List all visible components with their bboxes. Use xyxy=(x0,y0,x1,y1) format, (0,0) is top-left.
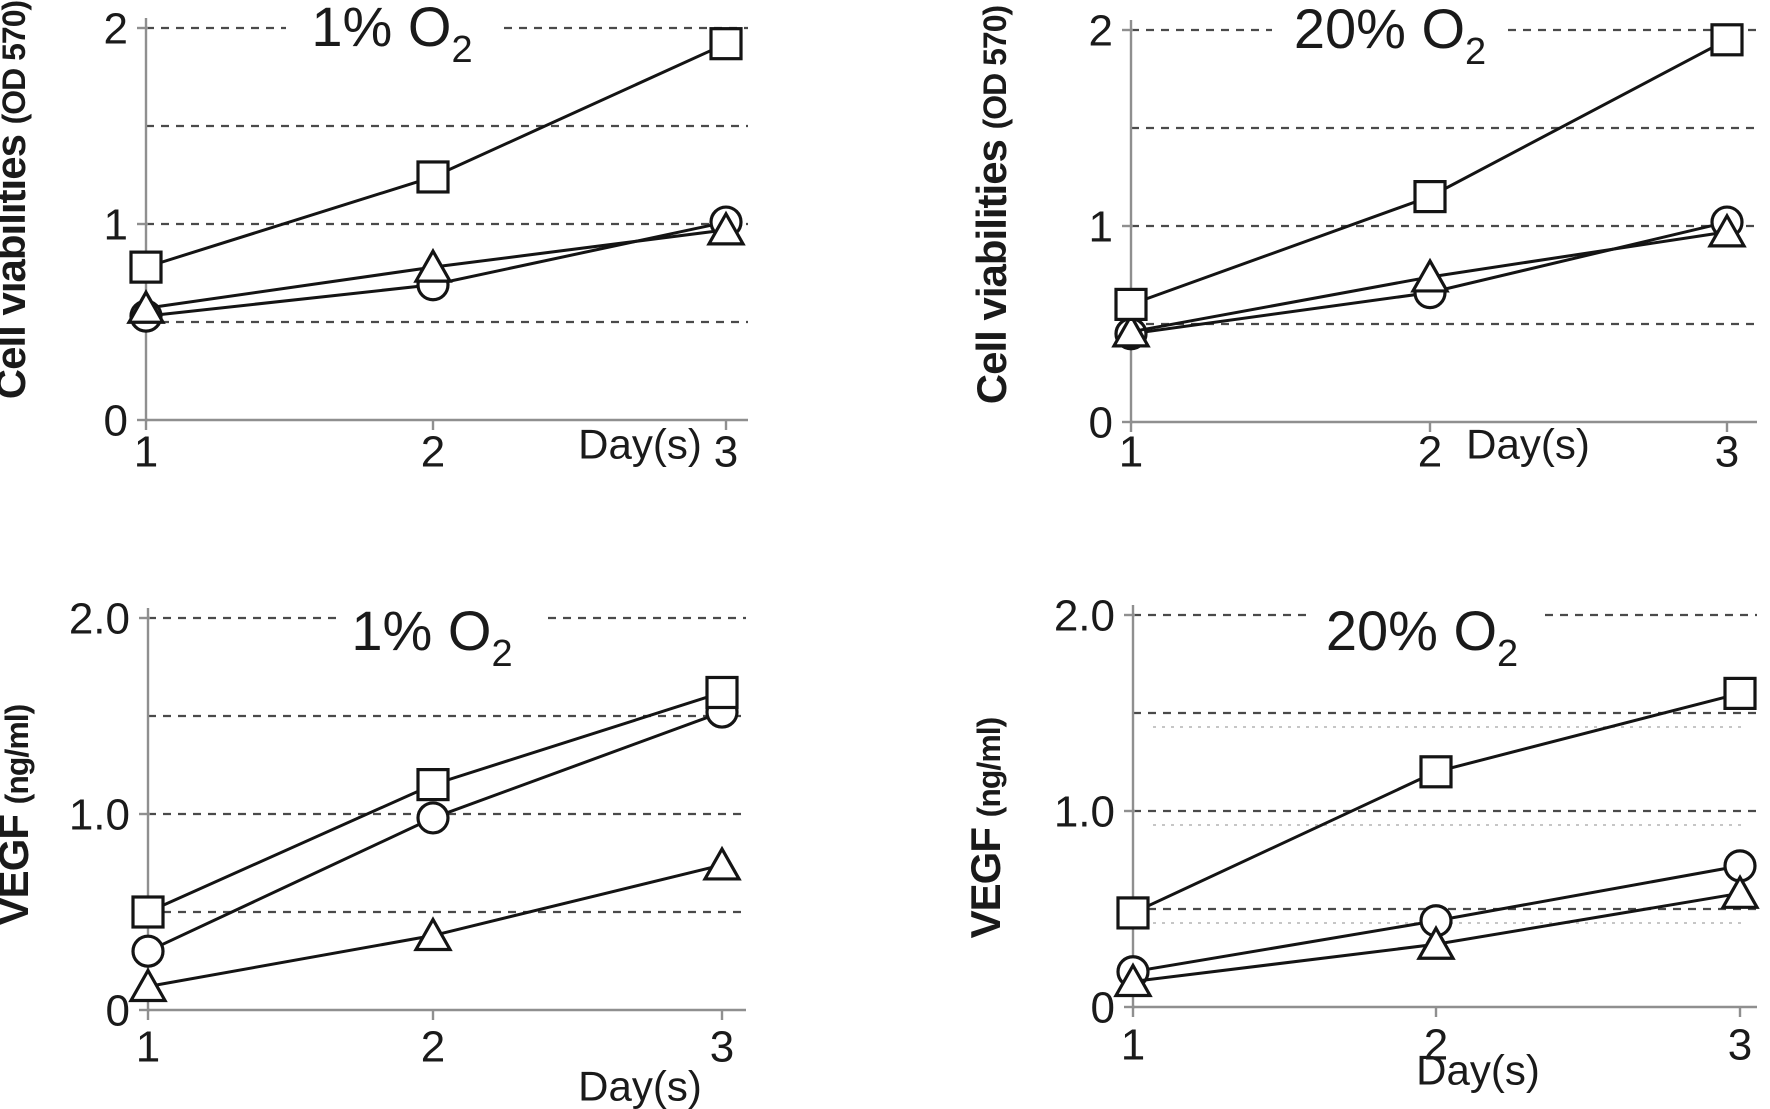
triangle-marker xyxy=(1416,925,1456,960)
square-marker xyxy=(1710,23,1744,57)
square-marker xyxy=(1114,287,1148,321)
x-tick-label: 1 xyxy=(136,1022,160,1071)
square-series-line xyxy=(145,42,727,269)
triangle-marker xyxy=(413,247,453,283)
x-tick-label: 2 xyxy=(1424,1020,1448,1069)
triangle-marker xyxy=(1720,874,1760,909)
x-tick-label: 3 xyxy=(714,427,738,476)
triangle-marker xyxy=(1113,962,1153,998)
x-tick-label: 3 xyxy=(1715,427,1739,476)
square-marker xyxy=(1419,755,1453,789)
y-tick-label: 0 xyxy=(1091,983,1115,1032)
x-tick-label: 3 xyxy=(710,1022,734,1071)
triangle-marker xyxy=(413,916,453,952)
y-tick-label: 0 xyxy=(104,396,128,445)
chart-title: 20% O2 xyxy=(1294,0,1486,73)
x-tick-label: 1 xyxy=(1121,1020,1145,1069)
x-axis-label: Day(s) xyxy=(578,1063,702,1109)
y-axis-label: VEGF (ng/ml) xyxy=(0,704,37,925)
square-marker xyxy=(129,250,163,284)
y-tick-label: 1.0 xyxy=(69,790,130,839)
triangle-marker xyxy=(128,967,168,1003)
square-marker xyxy=(705,675,739,710)
x-tick-label: 2 xyxy=(421,427,445,476)
square-marker xyxy=(416,767,450,802)
x-tick-label: 1 xyxy=(134,427,158,476)
y-tick-label: 2 xyxy=(104,4,128,53)
triangle-marker xyxy=(126,289,166,324)
chart-title: 20% O2 xyxy=(1326,599,1518,675)
chart-title: 1% O2 xyxy=(311,0,472,71)
triangle-marker xyxy=(706,210,746,246)
y-tick-label: 2.0 xyxy=(69,594,130,643)
x-tick-label: 2 xyxy=(421,1022,445,1071)
y-axis-label: Cell viabilities (OD 570) xyxy=(0,0,34,399)
chart-title: 1% O2 xyxy=(351,599,512,675)
square-marker xyxy=(131,895,165,929)
square-marker xyxy=(1116,896,1150,930)
triangle-marker xyxy=(1707,212,1747,248)
y-tick-label: 1 xyxy=(1089,202,1113,251)
x-axis-label: Day(s) xyxy=(1466,421,1590,468)
y-tick-label: 0 xyxy=(106,986,130,1035)
x-axis-label: Day(s) xyxy=(578,421,702,468)
chart-bottom-right: 2.0 1.0 01 2 3 Day(s) VEGF (ng/ml) 20% O2 xyxy=(962,591,1760,1094)
y-tick-label: 2 xyxy=(1089,6,1113,55)
circle-marker xyxy=(131,934,165,968)
square-marker xyxy=(1413,180,1447,214)
triangle-marker xyxy=(1410,257,1450,293)
triangle-marker xyxy=(702,845,742,881)
triangle-marker xyxy=(1111,312,1151,348)
y-tick-label: 1.0 xyxy=(1054,787,1115,836)
y-tick-label: 2.0 xyxy=(1054,591,1115,640)
x-tick-label: 3 xyxy=(1728,1020,1752,1069)
y-tick-label: 0 xyxy=(1089,398,1113,447)
x-tick-label: 1 xyxy=(1119,427,1143,476)
y-axis-label: Cell viabilities (OD 570) xyxy=(968,5,1015,404)
circle-marker xyxy=(416,801,450,835)
x-tick-label: 2 xyxy=(1418,427,1442,476)
y-tick-label: 1 xyxy=(104,200,128,249)
y-axis-label: VEGF (ng/ml) xyxy=(962,717,1009,938)
x-axis-label: Day(s) xyxy=(1416,1047,1540,1094)
square-marker xyxy=(709,27,743,61)
square-marker xyxy=(1723,676,1757,711)
square-marker xyxy=(416,160,450,194)
